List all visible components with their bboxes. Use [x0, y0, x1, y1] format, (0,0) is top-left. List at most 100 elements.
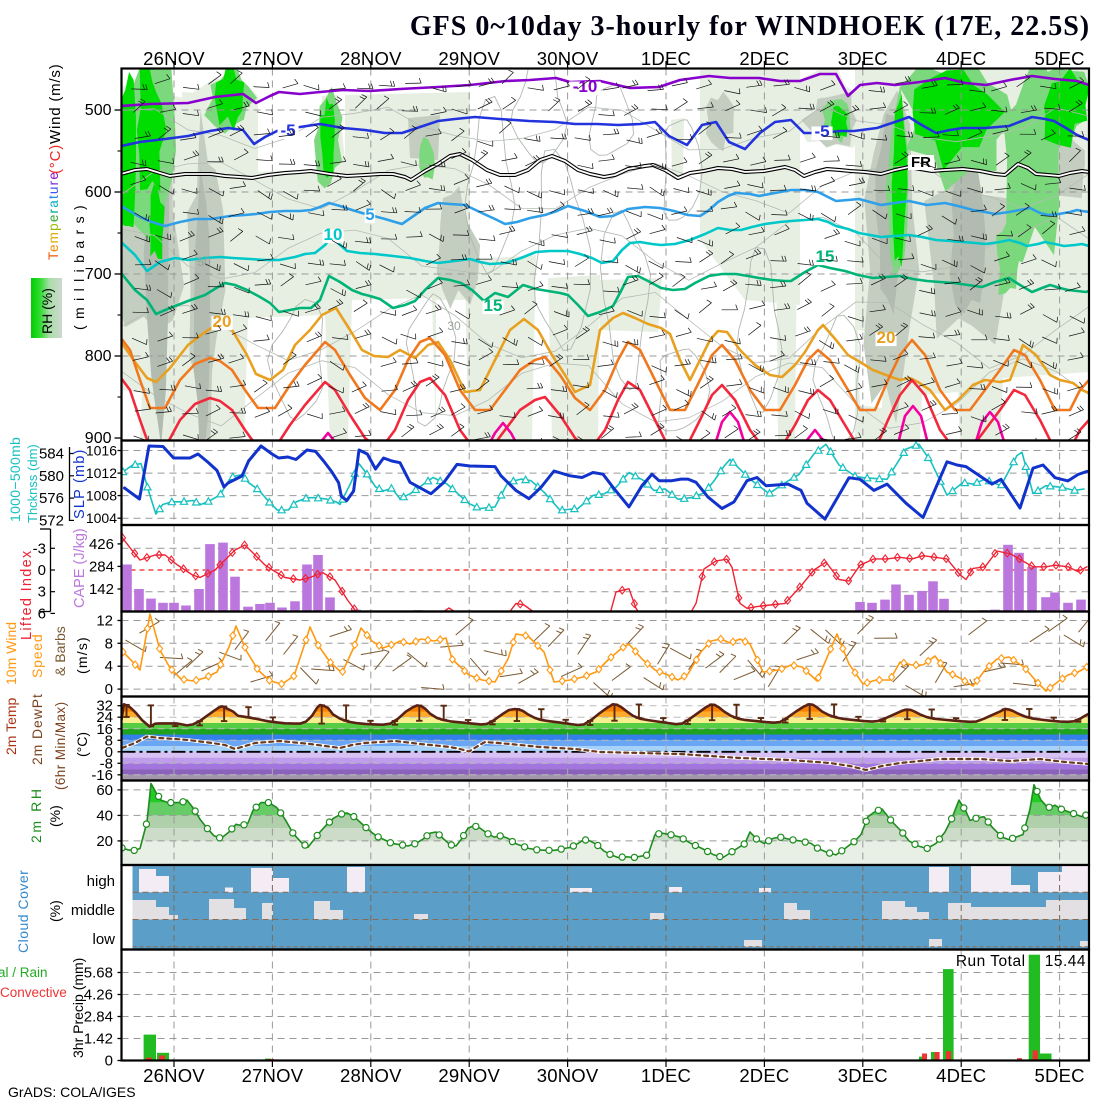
svg-text:4DEC: 4DEC — [936, 1065, 986, 1086]
svg-text:3hr Precip (mm): 3hr Precip (mm) — [70, 958, 86, 1058]
svg-text:2.84: 2.84 — [84, 1009, 113, 1026]
svg-text:15: 15 — [484, 296, 503, 315]
svg-text:20: 20 — [877, 328, 896, 347]
svg-text:27NOV: 27NOV — [242, 48, 304, 69]
svg-text:30NOV: 30NOV — [537, 48, 599, 69]
svg-text:5DEC: 5DEC — [1035, 48, 1085, 69]
svg-text:50: 50 — [197, 255, 211, 269]
svg-text:Lifted Index: Lifted Index — [19, 549, 35, 640]
svg-text:4: 4 — [105, 658, 113, 675]
svg-text:(6hr Min/Max): (6hr Min/Max) — [53, 702, 68, 790]
svg-text:2m RH: 2m RH — [28, 786, 44, 843]
svg-text:Speed: Speed — [29, 634, 45, 678]
svg-text:28NOV: 28NOV — [340, 1065, 402, 1086]
svg-text:-8: -8 — [100, 755, 113, 772]
svg-text:Thcknss (dm): Thcknss (dm) — [25, 444, 40, 523]
svg-text:30NOV: 30NOV — [537, 1065, 599, 1086]
svg-text:0: 0 — [105, 681, 113, 698]
svg-text:500: 500 — [85, 102, 112, 119]
svg-text:8: 8 — [105, 635, 113, 652]
svg-text:29NOV: 29NOV — [438, 1065, 500, 1086]
svg-text:30: 30 — [447, 319, 461, 333]
svg-text:(%): (%) — [47, 900, 63, 922]
svg-text:GFS 0~10day 3-hourly for WINDH: GFS 0~10day 3-hourly for WINDHOEK (17E, … — [410, 11, 1090, 42]
svg-text:FR: FR — [911, 154, 931, 171]
svg-text:1016: 1016 — [86, 443, 117, 459]
svg-text:Convective: Convective — [0, 985, 67, 1000]
svg-text:Temperature: Temperature — [46, 171, 61, 260]
svg-text:60: 60 — [96, 782, 113, 799]
svg-text:426: 426 — [89, 536, 114, 553]
svg-text:middle: middle — [71, 902, 115, 919]
svg-text:SLP (mb): SLP (mb) — [72, 448, 88, 519]
svg-text:3DEC: 3DEC — [838, 1065, 888, 1086]
svg-text:142: 142 — [89, 581, 114, 598]
svg-text:low: low — [92, 931, 115, 948]
svg-text:584: 584 — [39, 446, 64, 463]
svg-text:RH (%): RH (%) — [39, 288, 55, 334]
svg-text:10m Wind: 10m Wind — [3, 622, 19, 685]
svg-text:24: 24 — [96, 709, 113, 726]
svg-text:3: 3 — [38, 584, 46, 601]
svg-text:0: 0 — [105, 744, 113, 761]
svg-text:-16: -16 — [91, 767, 113, 784]
svg-text:20: 20 — [96, 833, 113, 850]
svg-text:16: 16 — [96, 721, 113, 738]
svg-text:5: 5 — [365, 205, 374, 224]
svg-text:GrADS: COLA/IGES: GrADS: COLA/IGES — [8, 1084, 136, 1100]
svg-text:(%): (%) — [47, 805, 63, 827]
svg-text:2DEC: 2DEC — [739, 1065, 789, 1086]
svg-text:5DEC: 5DEC — [1035, 1065, 1085, 1086]
svg-text:1008: 1008 — [86, 488, 117, 504]
svg-text:1DEC: 1DEC — [641, 1065, 691, 1086]
svg-text:27NOV: 27NOV — [242, 1065, 304, 1086]
svg-text:284: 284 — [89, 558, 114, 575]
svg-text:CAPE (J/kg): CAPE (J/kg) — [72, 528, 88, 608]
svg-text:40: 40 — [96, 807, 113, 824]
svg-text:700: 700 — [85, 266, 112, 283]
svg-text:5.68: 5.68 — [84, 965, 113, 982]
svg-text:8: 8 — [105, 732, 113, 749]
svg-text:600: 600 — [85, 184, 112, 201]
svg-text:15: 15 — [816, 247, 835, 266]
svg-text:Run Total = 15.44: Run Total = 15.44 — [956, 953, 1086, 970]
svg-text:& Barbs: & Barbs — [52, 626, 68, 676]
svg-text:(m/s): (m/s) — [74, 636, 90, 674]
svg-text:12: 12 — [96, 613, 113, 630]
svg-text:-5: -5 — [814, 122, 829, 141]
svg-text:3DEC: 3DEC — [838, 48, 888, 69]
svg-text:high: high — [87, 873, 115, 890]
svg-text:2m Temp: 2m Temp — [3, 697, 19, 755]
svg-text:2m DewPt: 2m DewPt — [29, 693, 45, 765]
svg-text:(°C)Wind (m/s): (°C)Wind (m/s) — [47, 63, 64, 174]
svg-text:900: 900 — [85, 430, 112, 447]
svg-text:-5: -5 — [280, 121, 295, 140]
svg-text:1000−500mb: 1000−500mb — [7, 437, 23, 522]
svg-text:1.42: 1.42 — [84, 1031, 113, 1048]
svg-text:26NOV: 26NOV — [143, 48, 205, 69]
svg-text:32: 32 — [96, 698, 113, 715]
svg-text:0: 0 — [105, 1053, 113, 1070]
svg-text:6: 6 — [38, 605, 46, 622]
svg-text:28NOV: 28NOV — [340, 48, 402, 69]
svg-text:-10: -10 — [573, 77, 598, 96]
svg-text:0: 0 — [38, 562, 46, 579]
svg-text:1012: 1012 — [86, 465, 117, 481]
svg-text:-3: -3 — [33, 540, 46, 557]
svg-text:2DEC: 2DEC — [739, 48, 789, 69]
svg-text:Cloud Cover: Cloud Cover — [15, 870, 31, 953]
svg-text:580: 580 — [39, 468, 64, 485]
svg-text:800: 800 — [85, 348, 112, 365]
svg-text:4.26: 4.26 — [84, 987, 113, 1004]
svg-text:572: 572 — [39, 512, 64, 529]
svg-text:4DEC: 4DEC — [936, 48, 986, 69]
svg-text:29NOV: 29NOV — [438, 48, 500, 69]
svg-text:(millibars): (millibars) — [71, 199, 87, 330]
svg-text:1004: 1004 — [86, 510, 117, 526]
svg-text:Total / Rain: Total / Rain — [0, 965, 48, 980]
svg-text:26NOV: 26NOV — [143, 1065, 205, 1086]
svg-text:(°C): (°C) — [74, 732, 90, 757]
svg-text:1DEC: 1DEC — [641, 48, 691, 69]
svg-text:576: 576 — [39, 490, 64, 507]
svg-text:10: 10 — [324, 225, 343, 244]
